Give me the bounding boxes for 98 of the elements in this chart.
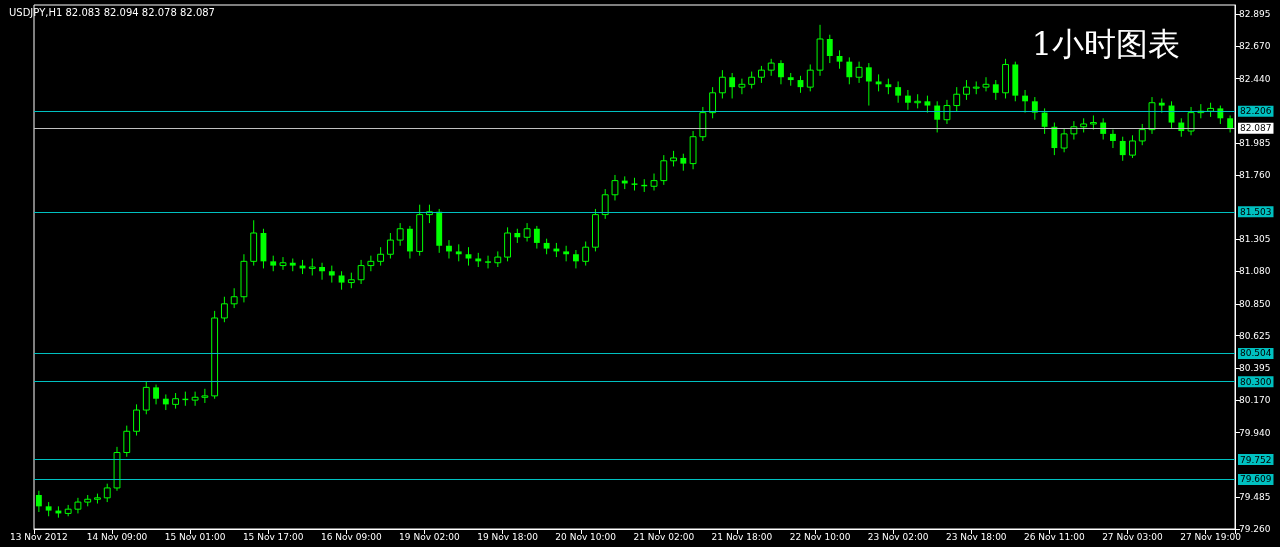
x-tick-label: 19 Nov 02:00 bbox=[399, 531, 461, 542]
ref-line-label: 79.752 bbox=[1240, 454, 1272, 465]
x-tick-label: 21 Nov 02:00 bbox=[633, 531, 695, 542]
y-tick-label: 80.395 bbox=[1239, 363, 1271, 374]
candlestick bbox=[855, 61, 863, 84]
x-tick-label: 26 Nov 11:00 bbox=[1024, 531, 1085, 542]
candlestick bbox=[386, 232, 394, 259]
candlestick bbox=[153, 384, 159, 405]
candlestick bbox=[35, 490, 42, 513]
candlestick bbox=[846, 56, 853, 85]
y-tick-label: 81.080 bbox=[1239, 266, 1271, 277]
candlestick bbox=[601, 188, 609, 220]
x-tick-label: 21 Nov 18:00 bbox=[711, 531, 773, 542]
candlestick bbox=[806, 63, 814, 92]
y-tick-label: 82.440 bbox=[1239, 73, 1271, 84]
candlestick bbox=[533, 225, 540, 250]
candlestick bbox=[319, 262, 325, 281]
candlestick bbox=[523, 222, 531, 243]
candlestick bbox=[729, 72, 736, 99]
x-tick-label: 16 Nov 09:00 bbox=[320, 531, 382, 542]
annotation: 1小时图表 bbox=[1031, 25, 1180, 63]
candlestick bbox=[1217, 105, 1224, 125]
y-tick-label: 82.895 bbox=[1239, 9, 1271, 20]
candlestick bbox=[485, 255, 491, 269]
candlestick bbox=[357, 259, 365, 285]
y-tick-label: 80.625 bbox=[1239, 330, 1271, 341]
candlestick bbox=[836, 49, 843, 70]
ref-line-label: 82.206 bbox=[1240, 106, 1272, 117]
y-tick-label: 79.485 bbox=[1239, 492, 1271, 503]
candlestick bbox=[230, 287, 238, 309]
candlestick bbox=[943, 99, 951, 125]
candlestick bbox=[191, 391, 199, 407]
candlestick bbox=[220, 296, 228, 323]
y-tick-label: 81.760 bbox=[1239, 169, 1271, 180]
x-tick-label: 13 Nov 2012 bbox=[10, 531, 68, 542]
candlestick bbox=[465, 246, 472, 267]
candlestick bbox=[133, 403, 140, 437]
candlestick bbox=[1051, 122, 1058, 156]
candlestick bbox=[738, 78, 746, 95]
candlestick bbox=[1041, 107, 1048, 135]
candlestick bbox=[718, 69, 726, 99]
candlestick bbox=[582, 241, 590, 267]
y-tick-label: 80.850 bbox=[1239, 298, 1271, 309]
x-tick-label: 14 Nov 09:00 bbox=[86, 531, 148, 542]
x-tick-label: 15 Nov 01:00 bbox=[164, 531, 226, 542]
candlestick bbox=[1129, 134, 1136, 159]
candlestick bbox=[1031, 96, 1038, 121]
chart-title: USDJPY,H1 82.083 82.094 82.078 82.087 bbox=[9, 6, 215, 18]
candlestick bbox=[103, 483, 111, 503]
candlestick bbox=[953, 86, 961, 112]
x-tick-label: 19 Nov 18:00 bbox=[477, 531, 539, 542]
candlestick bbox=[778, 59, 784, 85]
candlestick bbox=[895, 80, 902, 104]
candlestick bbox=[201, 388, 209, 404]
candlestick bbox=[142, 381, 150, 415]
y-tick-label: 81.985 bbox=[1239, 138, 1271, 149]
candlestick bbox=[865, 62, 872, 107]
candlestick bbox=[123, 425, 131, 458]
candlestick bbox=[709, 86, 717, 119]
ref-line-label: 82.087 bbox=[1240, 123, 1272, 134]
y-tick-label: 81.305 bbox=[1239, 234, 1271, 245]
y-tick-label: 79.940 bbox=[1239, 427, 1271, 438]
candlestick bbox=[377, 246, 385, 267]
x-tick-label: 23 Nov 18:00 bbox=[945, 531, 1007, 542]
candlestick bbox=[446, 239, 452, 259]
candlestick bbox=[396, 222, 404, 247]
x-tick-label: 20 Nov 10:00 bbox=[555, 531, 617, 542]
y-tick-label: 80.170 bbox=[1239, 395, 1271, 406]
candlestick bbox=[1187, 106, 1195, 136]
candlestick bbox=[1119, 136, 1126, 162]
x-tick-label: 27 Nov 03:00 bbox=[1102, 531, 1164, 542]
y-tick-label: 82.670 bbox=[1239, 41, 1271, 52]
ref-line-label: 80.504 bbox=[1240, 348, 1272, 359]
candlestick bbox=[963, 79, 970, 101]
x-tick-label: 23 Nov 02:00 bbox=[867, 531, 929, 542]
x-tick-label: 22 Nov 10:00 bbox=[789, 531, 851, 542]
candlestick bbox=[982, 76, 990, 92]
candlestick bbox=[406, 225, 413, 259]
candlestick bbox=[826, 34, 833, 64]
candlestick bbox=[279, 256, 287, 271]
candlestick bbox=[650, 173, 658, 192]
ref-line-label: 79.609 bbox=[1240, 474, 1272, 485]
candlestick bbox=[338, 270, 345, 291]
candlestick bbox=[660, 154, 668, 186]
candlestick bbox=[992, 79, 999, 101]
candlestick bbox=[904, 89, 911, 111]
candlestick bbox=[611, 174, 619, 201]
x-tick-label: 15 Nov 17:00 bbox=[242, 531, 304, 542]
ref-line-label: 81.503 bbox=[1240, 206, 1272, 217]
candlestick bbox=[367, 255, 375, 272]
ref-line-label: 80.300 bbox=[1240, 376, 1272, 387]
candlestick bbox=[934, 100, 941, 133]
candlestick bbox=[1070, 120, 1078, 141]
candlestick bbox=[1110, 129, 1116, 149]
candlestick bbox=[572, 249, 579, 269]
candlestick bbox=[1060, 127, 1068, 153]
candlestick bbox=[1022, 89, 1028, 114]
candlestick bbox=[1138, 123, 1146, 146]
